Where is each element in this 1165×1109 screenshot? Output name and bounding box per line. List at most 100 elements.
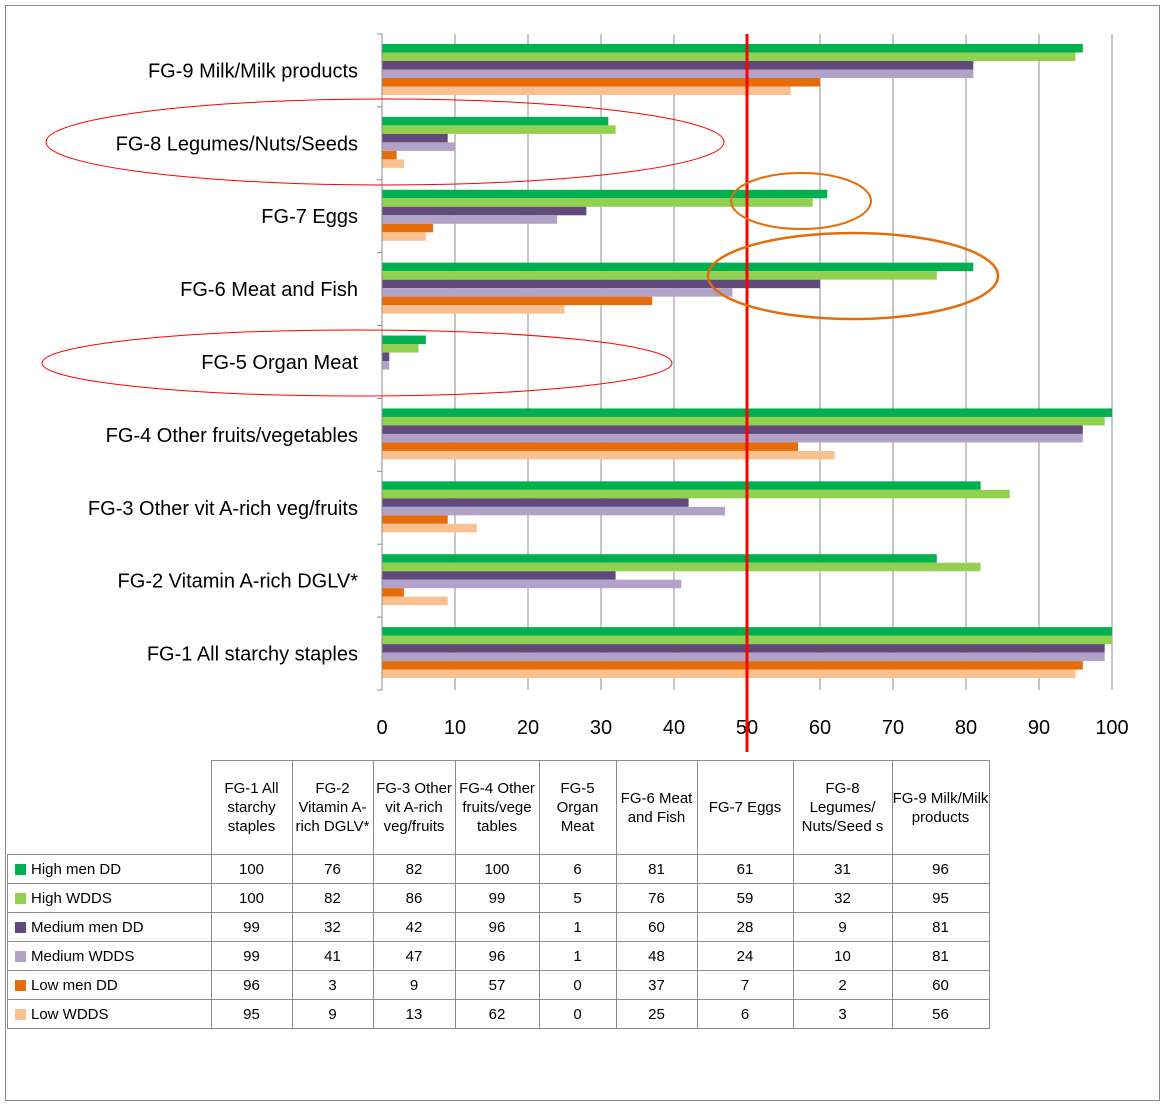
table-header-fg9: FG-9 Milk/Milk products <box>891 760 990 855</box>
table-cell: 96 <box>454 941 540 971</box>
legend-label: Low men DD <box>31 976 118 994</box>
bar-high-wdds-fg9 <box>382 52 1076 61</box>
table-cell: 5 <box>538 883 617 913</box>
table-row: High WDDS 100 82 86 99 5 76 59 32 95 <box>7 883 990 913</box>
table-header-fg4: FG-4 Other fruits/vege tables <box>454 760 540 855</box>
category-label-fg1: FG-1 All starchy staples <box>147 644 358 666</box>
table-cell: 96 <box>891 854 990 884</box>
bar-low-men-dd-fg8 <box>382 150 397 160</box>
table-cell: 82 <box>372 854 456 884</box>
bar-medium-wdds-fg3 <box>382 506 726 516</box>
table-cell: 81 <box>891 941 990 971</box>
bar-medium-wdds-fg8 <box>382 142 455 151</box>
bar-high-men-dd-fg9 <box>382 44 1083 53</box>
x-tick-label-60: 60 <box>809 717 831 739</box>
table-cell: 7 <box>696 970 794 1000</box>
legend-swatch <box>15 1008 26 1020</box>
table-cell: 81 <box>615 854 698 884</box>
table-cell: 9 <box>372 970 456 1000</box>
legend-label: Medium WDDS <box>31 947 135 965</box>
table-cell: 32 <box>291 912 374 942</box>
table-row: Low WDDS 95 9 13 62 0 25 6 3 56 <box>7 999 990 1029</box>
annotation-ellipse-4 <box>706 231 1000 321</box>
table-cell: 61 <box>696 854 794 884</box>
bar-high-men-dd-fg2 <box>382 554 937 563</box>
table-row: High men DD 100 76 82 100 6 81 61 31 96 <box>7 854 990 884</box>
x-tick-label-20: 20 <box>517 717 539 739</box>
legend-entry: High WDDS <box>7 883 212 913</box>
table-cell: 32 <box>792 883 893 913</box>
annotation-ellipse-3 <box>730 172 872 230</box>
annotation-ellipse-1 <box>45 98 725 186</box>
table-cell: 95 <box>210 999 293 1029</box>
table-cell: 82 <box>291 883 374 913</box>
table-cell: 95 <box>891 883 990 913</box>
legend-swatch <box>15 892 26 904</box>
bar-medium-wdds-fg5 <box>382 361 390 370</box>
bar-high-wdds-fg4 <box>382 416 1105 426</box>
bar-low-men-dd-fg3 <box>382 515 448 524</box>
bar-medium-men-dd-fg6 <box>382 279 820 289</box>
bar-low-men-dd-fg1 <box>382 661 1083 670</box>
table-cell: 56 <box>891 999 990 1029</box>
bar-low-men-dd-fg9 <box>382 78 820 87</box>
bar-low-wdds-fg8 <box>382 159 404 168</box>
bar-medium-wdds-fg2 <box>382 579 682 589</box>
category-label-fg5: FG-5 Organ Meat <box>201 352 358 374</box>
chart-frame <box>5 5 1160 1101</box>
bar-medium-wdds-fg7 <box>382 215 558 224</box>
x-tick-label-10: 10 <box>444 717 466 739</box>
table-cell: 48 <box>615 941 698 971</box>
legend-label: Low WDDS <box>31 1005 109 1023</box>
legend-swatch <box>15 863 26 875</box>
table-cell: 100 <box>454 854 540 884</box>
bar-low-wdds-fg4 <box>382 450 835 460</box>
table-cell: 57 <box>454 970 540 1000</box>
table-cell: 0 <box>538 999 617 1029</box>
x-tick-label-70: 70 <box>882 717 904 739</box>
legend-label: High men DD <box>31 860 122 878</box>
legend-swatch <box>15 950 26 962</box>
bar-medium-men-dd-fg1 <box>382 644 1105 653</box>
table-cell: 76 <box>291 854 374 884</box>
table-header-fg1: FG-1 All starchy staples <box>210 760 293 855</box>
bar-medium-wdds-fg1 <box>382 652 1105 662</box>
table-cell: 47 <box>372 941 456 971</box>
table-cell: 24 <box>696 941 794 971</box>
bar-high-wdds-fg6 <box>382 271 937 280</box>
x-tick-label-40: 40 <box>663 717 685 739</box>
bar-high-men-dd-fg5 <box>382 335 426 345</box>
table-row: Medium WDDS 99 41 47 96 1 48 24 10 81 <box>7 941 990 971</box>
table-cell: 81 <box>891 912 990 942</box>
table-cell: 25 <box>615 999 698 1029</box>
table-cell: 2 <box>792 970 893 1000</box>
bar-low-wdds-fg7 <box>382 232 426 241</box>
table-cell: 59 <box>696 883 794 913</box>
bar-high-wdds-fg8 <box>382 125 616 134</box>
axis <box>377 33 383 691</box>
table-cell: 60 <box>891 970 990 1000</box>
table-cell: 41 <box>291 941 374 971</box>
table-header-fg5: FG-5 Organ Meat <box>538 760 617 855</box>
legend-entry: Low men DD <box>7 970 212 1000</box>
table-cell: 99 <box>210 912 293 942</box>
table-header-fg6: FG-6 Meat and Fish <box>615 760 698 855</box>
table-corner <box>8 761 212 855</box>
annotations <box>41 98 1000 397</box>
table-cell: 42 <box>372 912 456 942</box>
legend-swatch <box>15 921 26 933</box>
bar-high-men-dd-fg3 <box>382 481 981 490</box>
bar-low-men-dd-fg4 <box>382 442 799 451</box>
table-cell: 3 <box>792 999 893 1029</box>
x-tick-label-80: 80 <box>955 717 977 739</box>
table-row: Medium men DD 99 32 42 96 1 60 28 9 81 <box>7 912 990 942</box>
table-cell: 99 <box>210 941 293 971</box>
bar-medium-men-dd-fg9 <box>382 61 974 70</box>
legend-label: High WDDS <box>31 889 112 907</box>
legend-entry: Medium men DD <box>7 912 212 942</box>
category-label-fg4: FG-4 Other fruits/vegetables <box>106 425 358 447</box>
category-label-fg8: FG-8 Legumes/Nuts/Seeds <box>116 133 358 155</box>
bar-low-wdds-fg9 <box>382 86 791 95</box>
bar-medium-men-dd-fg4 <box>382 425 1083 434</box>
bar-chart: FG-1 All starchy staples FG-2 Vitamin A-r… <box>41 33 1129 752</box>
